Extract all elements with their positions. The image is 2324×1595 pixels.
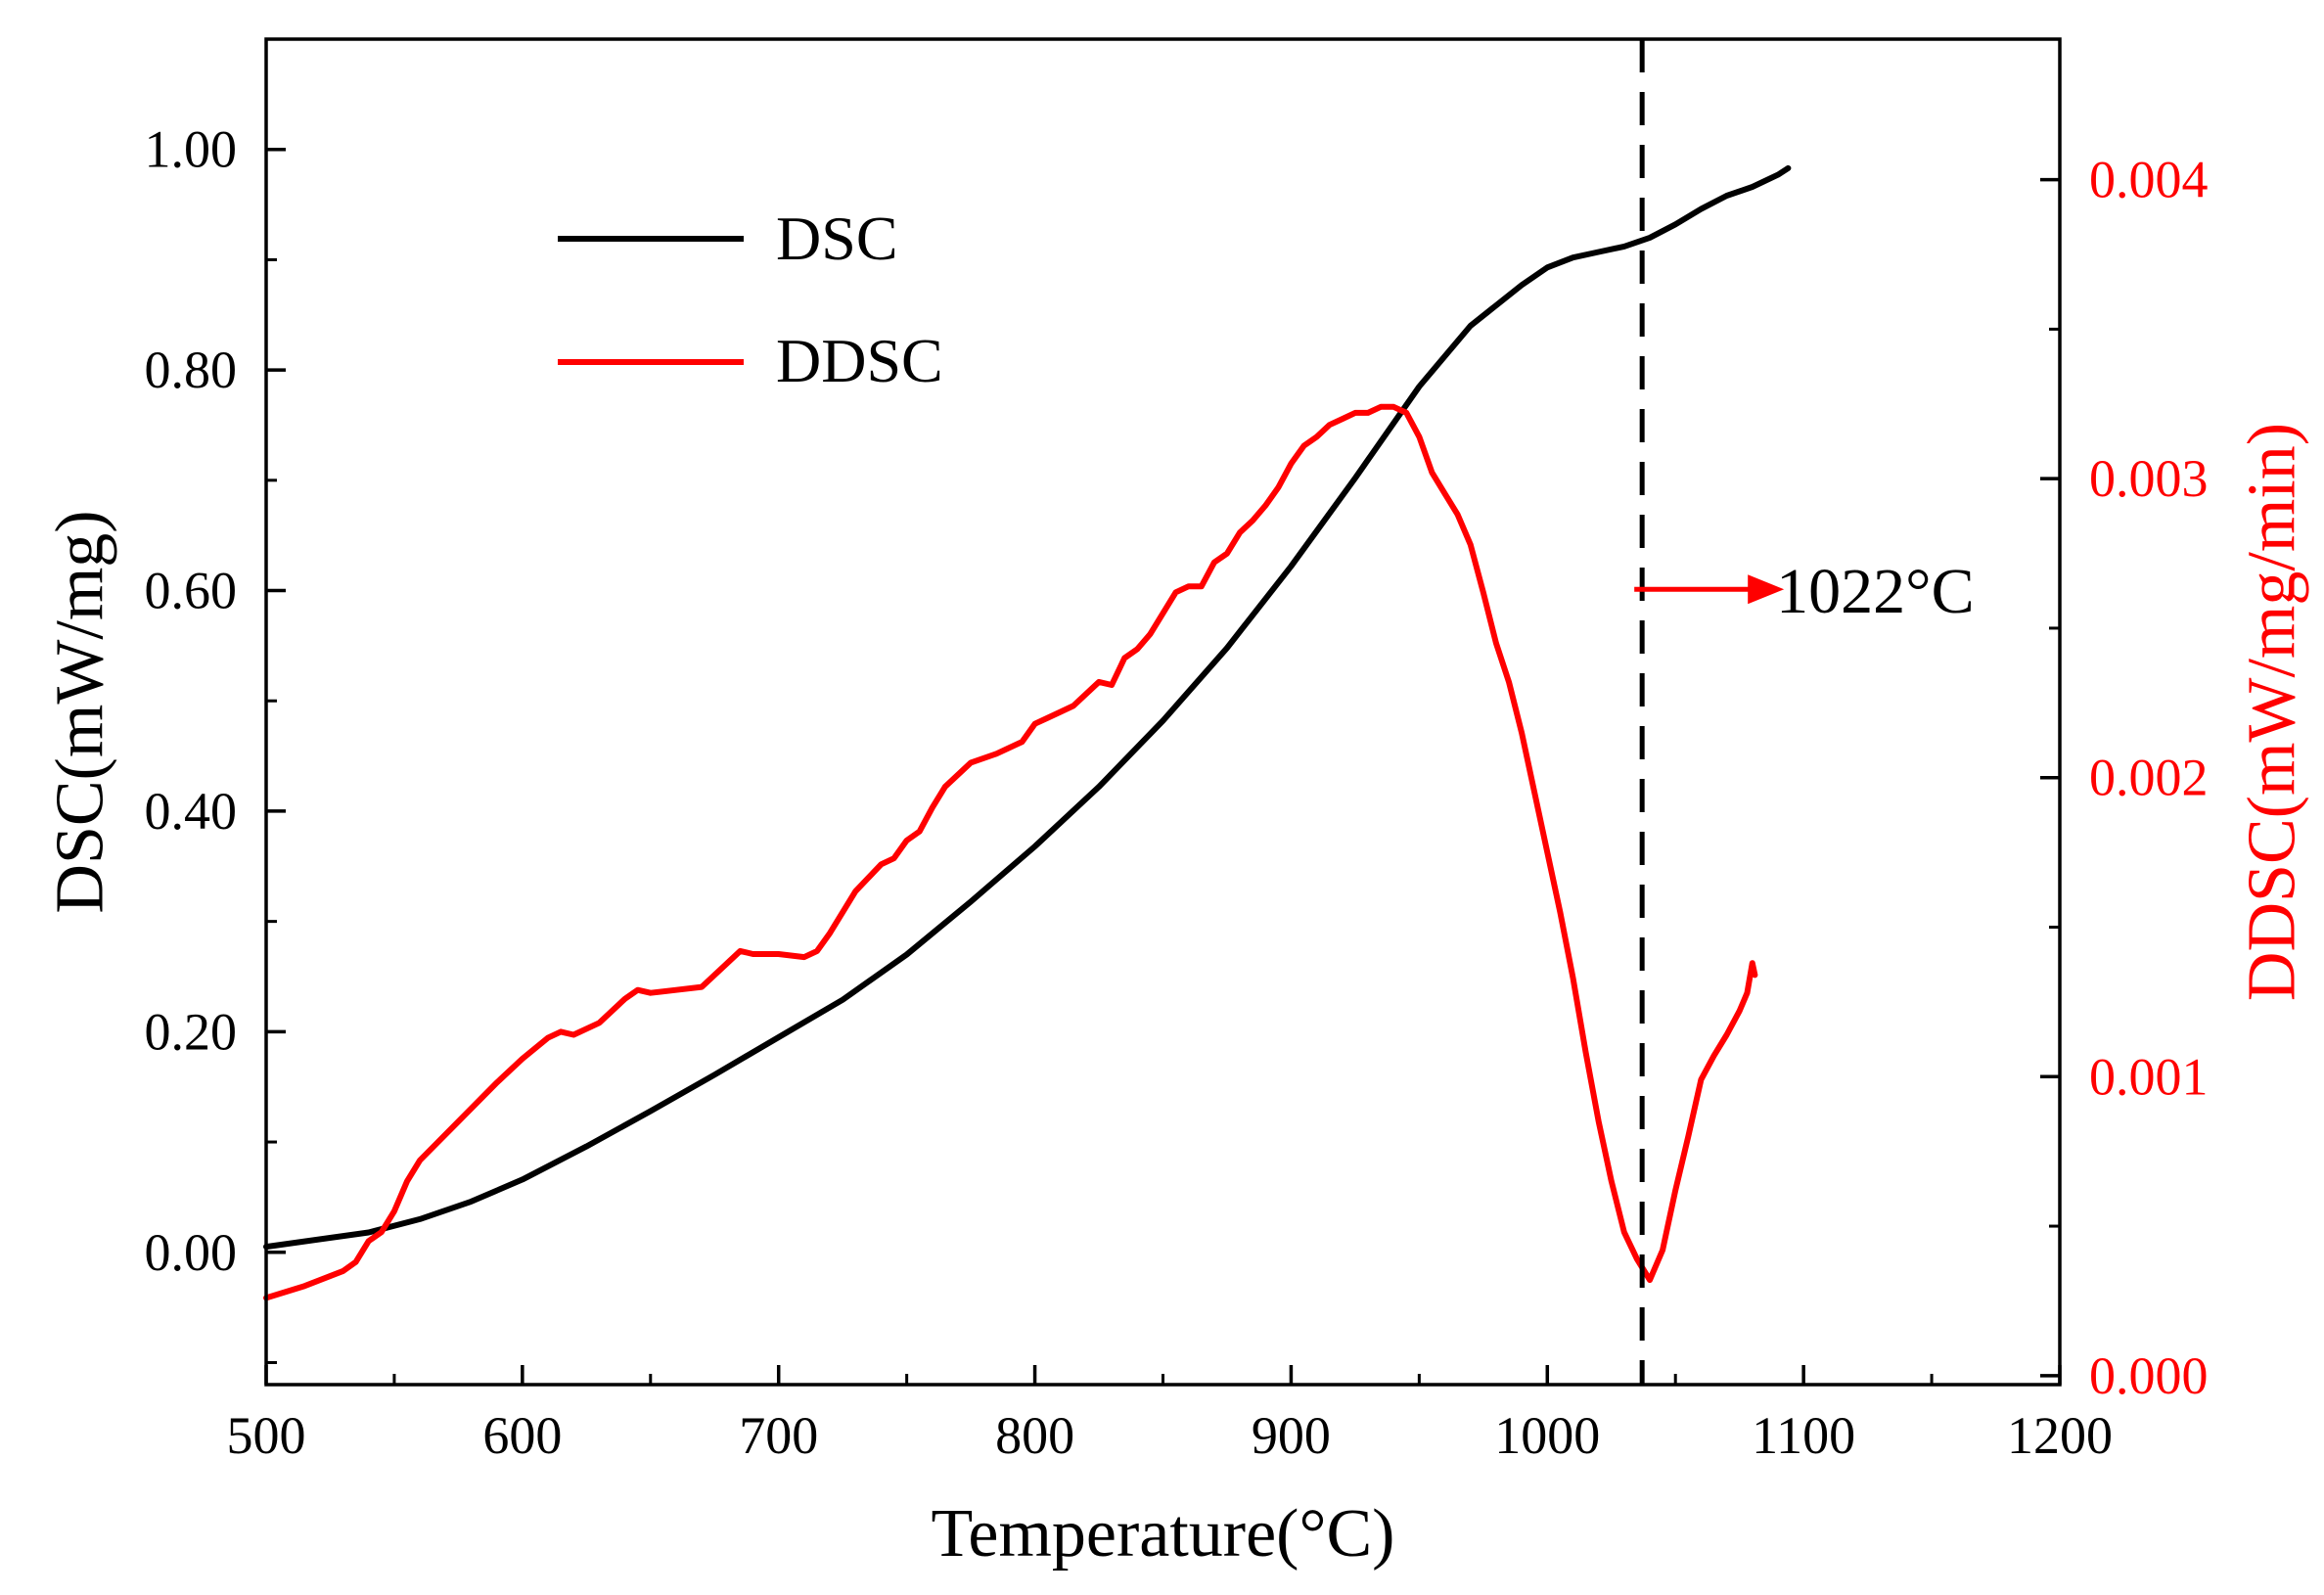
x-axis-label: Temperature(°C)	[932, 1496, 1395, 1572]
y-left-tick-label-1: 0.20	[145, 1002, 238, 1061]
x-tick-label-7: 1200	[2007, 1406, 2113, 1465]
x-tick-label-0: 500	[227, 1406, 306, 1465]
legend-label-ddsc: DDSC	[776, 326, 943, 395]
y-right-tick-label-3: 0.003	[2089, 449, 2209, 508]
axis-ticks: 500 600 700 800 900 1000 1100 1200 0.00 0.20 0.40 0…	[145, 37, 2209, 1465]
plot-frame	[264, 37, 2062, 1387]
y-left-tick-label-2: 0.40	[145, 782, 238, 841]
x-tick-label-4: 900	[1252, 1406, 1331, 1465]
y-left-tick-label-0: 0.00	[145, 1223, 238, 1282]
y-axis-label-right: DDSC(mW/mg/min)	[2235, 423, 2310, 1001]
y-right-tick-label-4: 0.004	[2089, 151, 2209, 209]
x-tick-label-1: 600	[482, 1406, 562, 1465]
series-line-ddsc	[263, 403, 1758, 1301]
y-right-tick-label-1: 0.001	[2089, 1047, 2209, 1106]
legend: DSC DDSC	[558, 204, 943, 395]
y-right-tick-label-0: 0.000	[2089, 1346, 2209, 1405]
legend-label-dsc: DSC	[776, 204, 898, 273]
y-left-tick-label-5: 1.00	[145, 120, 238, 179]
annotation-1022c: 1022°C	[1776, 556, 1974, 627]
series-line-dsc	[263, 164, 1792, 1251]
reference-group	[1634, 39, 1785, 1385]
y-right-tick-label-2: 0.002	[2089, 749, 2209, 807]
series-group	[263, 164, 1792, 1301]
x-tick-label-5: 1000	[1494, 1406, 1600, 1465]
y-left-tick-label-3: 0.60	[145, 562, 238, 620]
x-tick-label-3: 800	[995, 1406, 1074, 1465]
x-tick-label-2: 700	[739, 1406, 818, 1465]
annotation-arrowhead	[1748, 574, 1785, 605]
x-tick-label-6: 1100	[1752, 1406, 1855, 1465]
y-axis-label-left: DSC(mW/mg)	[43, 510, 118, 913]
y-left-tick-label-4: 0.80	[145, 341, 238, 399]
